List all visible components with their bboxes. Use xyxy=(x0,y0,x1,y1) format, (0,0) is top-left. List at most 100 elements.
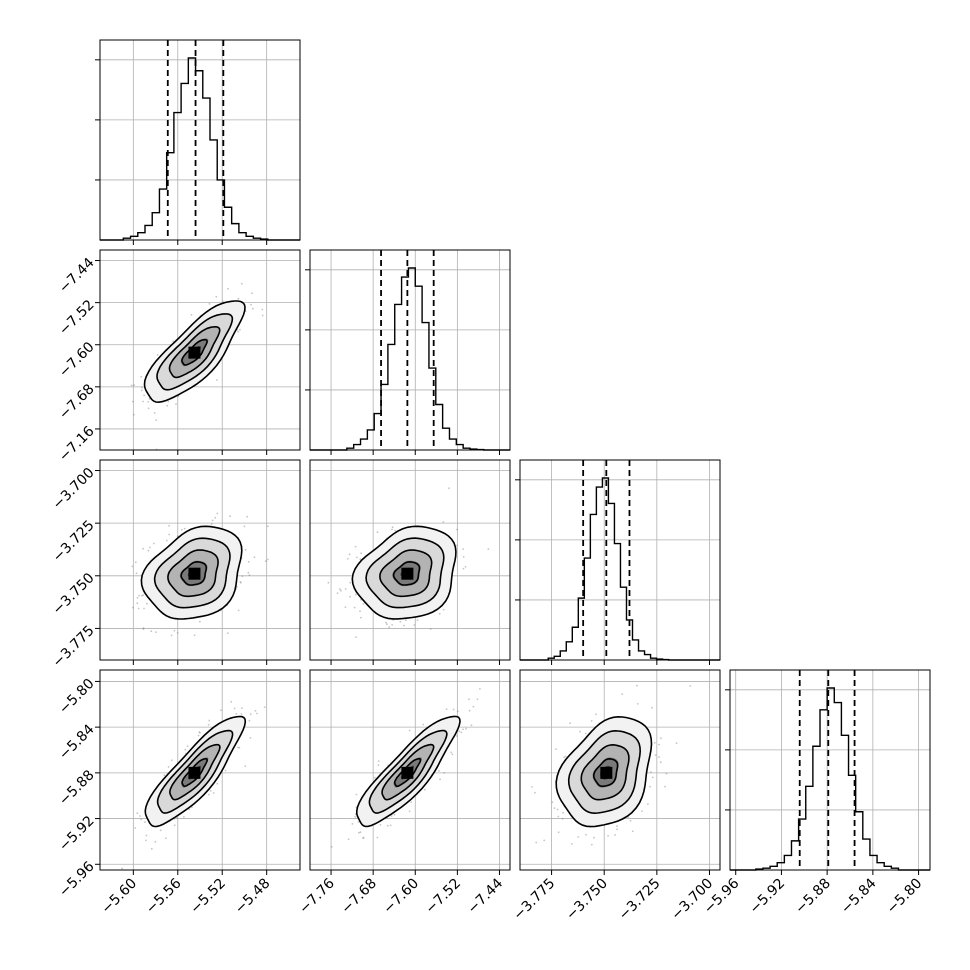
scatter-point xyxy=(660,737,662,740)
scatter-point xyxy=(154,840,157,843)
scatter-point xyxy=(462,548,465,550)
density-peak xyxy=(600,766,613,779)
x-tick-label: −3.775 xyxy=(510,876,558,924)
scatter-point xyxy=(140,375,143,378)
scatter-point xyxy=(647,803,649,805)
scatter-point xyxy=(422,723,425,726)
scatter-point xyxy=(579,730,581,733)
y-tick-label: −5.92 xyxy=(56,813,98,855)
scatter-point xyxy=(181,662,183,664)
axes-frame xyxy=(519,459,721,661)
scatter-point xyxy=(153,412,156,414)
scatter-point xyxy=(193,634,196,637)
scatter-point xyxy=(173,629,176,632)
scatter-point xyxy=(358,831,360,834)
scatter-point xyxy=(155,419,158,421)
scatter-point xyxy=(144,821,146,823)
scatter-point xyxy=(147,407,150,410)
contour-line xyxy=(392,560,421,586)
panel-content xyxy=(100,670,300,870)
scatter-point xyxy=(346,558,349,560)
scatter-point xyxy=(134,561,137,564)
contour-line xyxy=(180,560,208,586)
scatter-point xyxy=(136,812,139,815)
scatter-point xyxy=(443,772,446,774)
scatter-point xyxy=(651,776,654,779)
contour-line xyxy=(168,326,221,379)
scatter-point xyxy=(165,539,168,542)
scatter-point xyxy=(227,287,229,290)
axes-frame xyxy=(729,669,931,871)
scatter-panel-2-0 xyxy=(95,459,301,665)
scatter-point xyxy=(261,308,264,311)
scatter-point xyxy=(243,525,246,528)
scatter-point xyxy=(408,810,411,813)
scatter-point xyxy=(224,769,227,772)
contour-line xyxy=(356,715,461,828)
scatter-point xyxy=(390,815,393,817)
scatter-point xyxy=(631,830,634,833)
scatter-point xyxy=(137,607,140,610)
scatter-point xyxy=(376,531,379,534)
panel-content xyxy=(95,250,300,450)
x-tick-label: −5.52 xyxy=(187,876,229,918)
scatter-point xyxy=(237,609,240,612)
y-tick-label: −7.44 xyxy=(56,255,98,297)
scatter-point xyxy=(241,707,243,709)
scatter-point xyxy=(351,823,354,825)
scatter-point xyxy=(148,398,151,400)
scatter-point xyxy=(339,588,341,590)
scatter-point xyxy=(456,544,458,547)
scatter-point xyxy=(261,314,264,317)
x-tick-label: −5.60 xyxy=(99,876,141,918)
scatter-point xyxy=(264,560,267,562)
scatter-point xyxy=(143,607,145,610)
scatter-point xyxy=(590,843,593,846)
scatter-point xyxy=(176,632,179,634)
scatter-point xyxy=(651,706,653,709)
scatter-point xyxy=(472,705,475,708)
scatter-point xyxy=(168,533,171,536)
scatter-point xyxy=(226,632,229,634)
x-tick-label: −5.88 xyxy=(792,876,834,918)
scatter-point xyxy=(344,606,347,608)
hist-step-2 xyxy=(520,477,720,661)
contour-line xyxy=(169,743,221,801)
x-tick-label: −7.52 xyxy=(423,876,465,918)
scatter-point xyxy=(394,529,397,532)
scatter-point xyxy=(237,297,240,300)
scatter-point xyxy=(556,808,559,811)
scatter-point xyxy=(391,526,394,529)
scatter-point xyxy=(616,825,618,828)
scatter-point xyxy=(359,558,362,561)
scatter-point xyxy=(170,759,173,762)
scatter-point xyxy=(344,588,347,590)
y-tick-label: −3.750 xyxy=(50,570,98,618)
scatter-point xyxy=(462,728,464,731)
x-tick-label: −5.84 xyxy=(838,875,880,917)
contour-line xyxy=(381,743,435,801)
scatter-point xyxy=(140,818,142,821)
scatter-point xyxy=(251,292,253,295)
scatter-point xyxy=(237,330,240,333)
x-tick-label: −7.44 xyxy=(465,875,507,917)
scatter-point xyxy=(183,527,186,530)
scatter-point xyxy=(142,547,145,550)
scatter-point xyxy=(247,571,250,574)
scatter-point xyxy=(354,816,357,818)
scatter-point xyxy=(142,628,145,630)
scatter-point xyxy=(138,594,141,597)
scatter-point xyxy=(442,521,445,523)
hist-panel-0 xyxy=(95,39,301,245)
scatter-point xyxy=(149,546,151,549)
axes-frame xyxy=(99,669,301,871)
scatter-point xyxy=(249,737,252,739)
scatter-point xyxy=(385,621,387,624)
scatter-point xyxy=(577,836,580,838)
scatter-point xyxy=(649,785,651,788)
scatter-point xyxy=(176,817,178,819)
scatter-point xyxy=(95,424,97,426)
scatter-point xyxy=(235,713,238,715)
scatter-panel-3-2 xyxy=(519,669,721,875)
